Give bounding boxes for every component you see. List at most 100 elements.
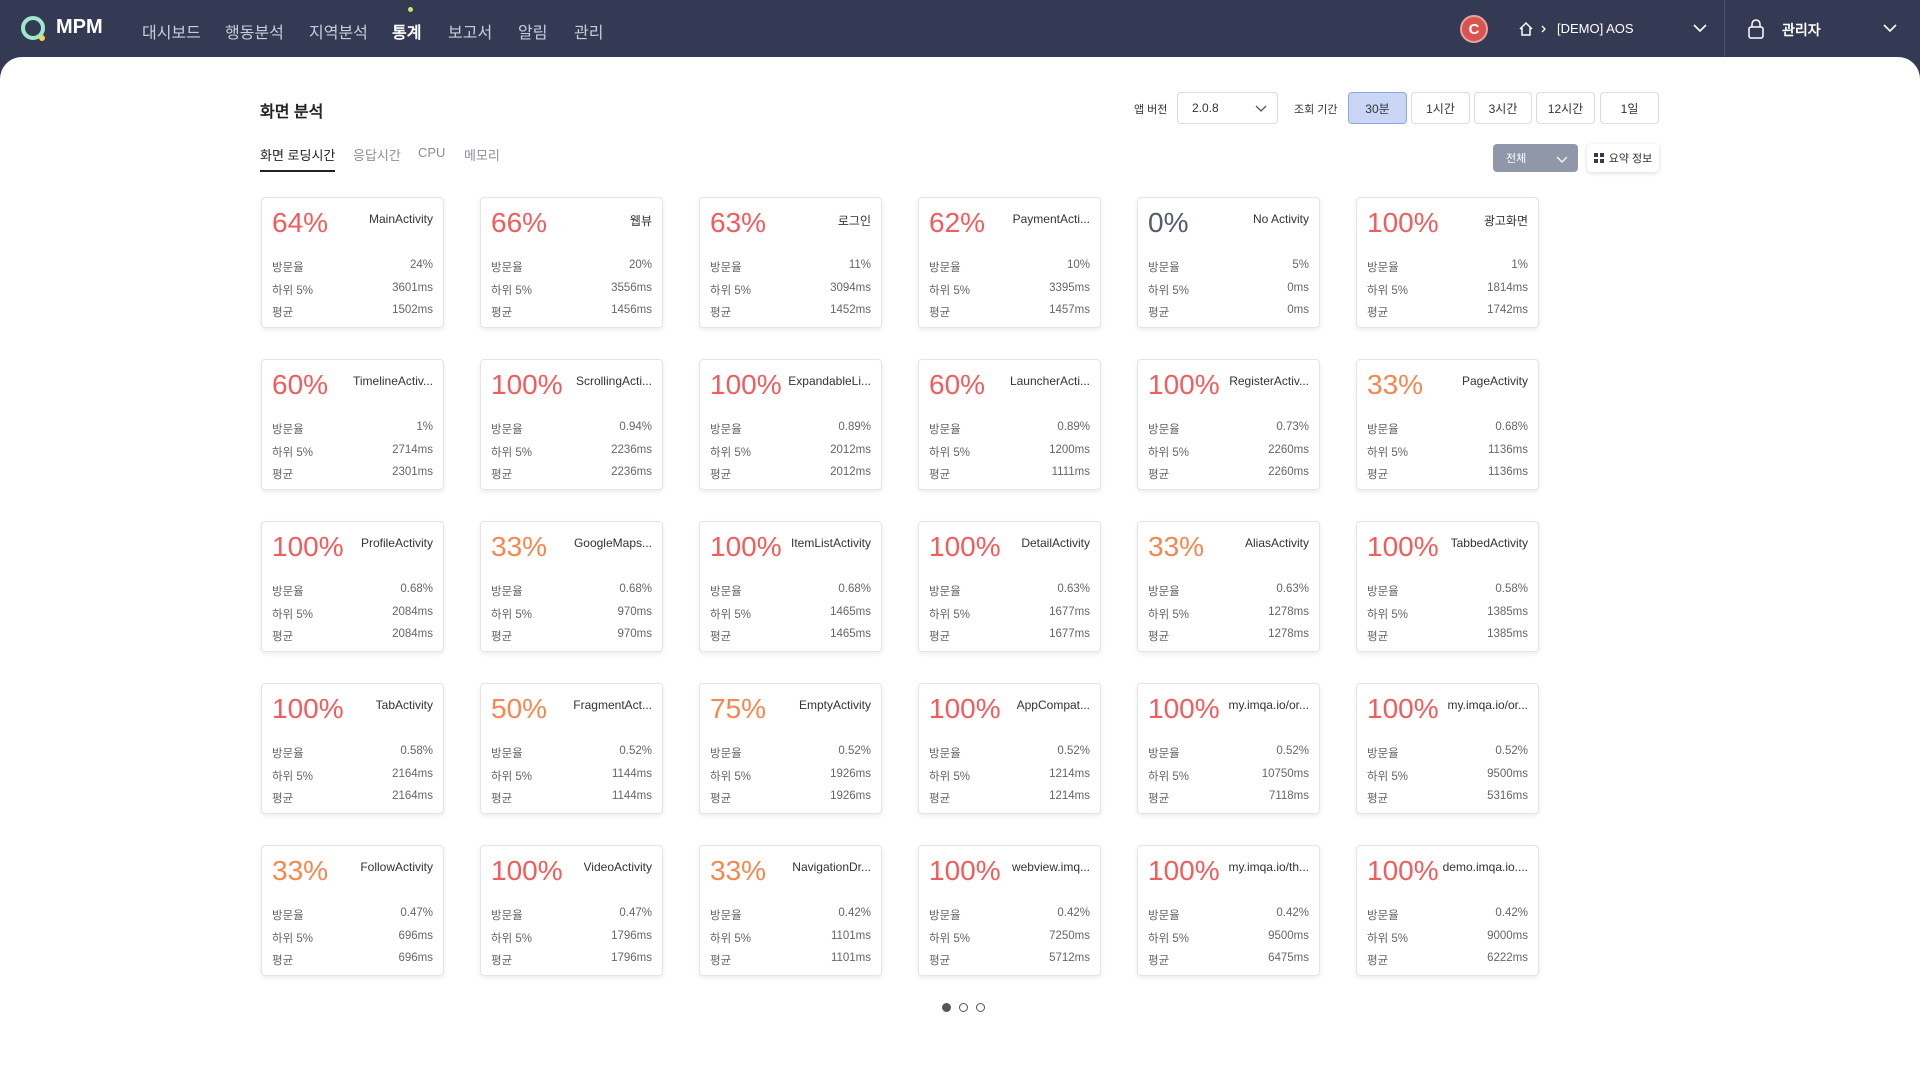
row-value: 2714ms <box>392 443 433 456</box>
screen-card[interactable]: 60% LauncherActi... 방문율 0.89% 하위 5% 1200ms 평균 1… <box>918 359 1101 490</box>
nav-item[interactable]: 관리 <box>574 25 604 42</box>
row-label: 하위 5% <box>710 608 751 621</box>
summary-button[interactable]: 요약 정보 <box>1587 144 1659 172</box>
project[interactable]: [DEMO] AOS <box>1557 21 1634 36</box>
screen-card[interactable]: 100% my.imqa.io/or... 방문율 0.52% 하위 5% 10750ms… <box>1137 683 1320 814</box>
logo[interactable]: MPM <box>56 16 103 38</box>
screen-card[interactable]: 62% PaymentActi... 방문율 10% 하위 5% 3395ms 평균 1457… <box>918 197 1101 328</box>
period-button[interactable]: 3시간 <box>1474 92 1532 124</box>
row-value: 0.68% <box>1495 421 1528 433</box>
row-label: 평균 <box>272 631 294 643</box>
row-label: 방문율 <box>272 748 304 760</box>
nav-item[interactable]: 지역분석 <box>309 25 368 42</box>
page-dot[interactable] <box>959 1003 968 1012</box>
screen-name: TabActivity <box>375 698 433 712</box>
row-value: 1136ms <box>1487 443 1528 456</box>
period-button[interactable]: 1시간 <box>1411 92 1470 124</box>
nav-item[interactable]: 행동분석 <box>225 25 284 42</box>
screen-card[interactable]: 50% FragmentAct... 방문율 0.52% 하위 5% 1144ms 평균 11… <box>480 683 663 814</box>
screen-card[interactable]: 100% VideoActivity 방문율 0.47% 하위 5% 1796ms 평균 17… <box>480 845 663 976</box>
row-value: 1742ms <box>1487 304 1528 316</box>
screen-name: GoogleMaps... <box>573 536 652 550</box>
row-label: 평균 <box>491 469 513 481</box>
row-label: 방문율 <box>1148 424 1180 436</box>
row-value: 0.42% <box>1495 907 1528 919</box>
screen-card[interactable]: 100% my.imqa.io/or... 방문율 0.52% 하위 5% 9500ms 평… <box>1356 683 1539 814</box>
row-label: 평균 <box>1148 307 1170 319</box>
row-value: 0.68% <box>838 583 871 595</box>
load-percent: 33% <box>1148 531 1205 562</box>
row-value: 2084ms <box>392 628 433 640</box>
tab[interactable]: 응답시간 <box>353 148 401 163</box>
row-label: 방문율 <box>929 586 961 598</box>
period-button[interactable]: 30분 <box>1348 92 1407 124</box>
screen-card[interactable]: 33% AliasActivity 방문율 0.63% 하위 5% 1278ms 평균 127… <box>1137 521 1320 652</box>
screen-card[interactable]: 100% ItemListActivity 방문율 0.68% 하위 5% 1465ms 평… <box>699 521 882 652</box>
row-label: 방문율 <box>929 262 961 274</box>
row-value: 1926ms <box>830 790 871 802</box>
screen-card[interactable]: 75% EmptyActivity 방문율 0.52% 하위 5% 1926ms 평균 192… <box>699 683 882 814</box>
row-value: 1457ms <box>1049 304 1090 316</box>
row-label: 방문율 <box>1148 910 1180 922</box>
screen-card[interactable]: 33% PageActivity 방문율 0.68% 하위 5% 1136ms 평균 1136… <box>1356 359 1539 490</box>
page-dot[interactable] <box>942 1003 951 1012</box>
filter-select[interactable]: 전체 <box>1493 144 1578 172</box>
screen-card[interactable]: 60% TimelineActiv... 방문율 1% 하위 5% 2714ms 평균 230… <box>261 359 444 490</box>
screen-card[interactable]: 33% GoogleMaps... 방문율 0.68% 하위 5% 970ms 평균 970m… <box>480 521 663 652</box>
filter: 전체 <box>1506 153 1527 165</box>
row-value: 2301ms <box>392 466 433 478</box>
screen-card[interactable]: 33% FollowActivity 방문율 0.47% 하위 5% 696ms 평균 696… <box>261 845 444 976</box>
row-value: 1136ms <box>1487 466 1528 478</box>
row-value: 5712ms <box>1049 952 1090 964</box>
row-value: 1385ms <box>1487 605 1528 618</box>
screen-card[interactable]: 64% MainActivity 방문율 24% 하위 5% 3601ms 평균 1502ms <box>261 197 444 328</box>
nav-item[interactable]: 통계 <box>392 25 422 42</box>
screen-card[interactable]: 100% my.imqa.io/th... 방문율 0.42% 하위 5% 9500ms 평… <box>1137 845 1320 976</box>
screen-card[interactable]: 0% No Activity 방문율 5% 하위 5% 0ms 평균 0ms <box>1137 197 1320 328</box>
screen-card[interactable]: 33% NavigationDr... 방문율 0.42% 하위 5% 1101ms 평균 1… <box>699 845 882 976</box>
user[interactable]: 관리자 <box>1782 22 1821 38</box>
nav-item[interactable]: 대시보드 <box>142 25 201 42</box>
screen-card[interactable]: 100% ScrollingActi... 방문율 0.94% 하위 5% 2236ms 평… <box>480 359 663 490</box>
chevron[interactable] <box>1882 22 1898 34</box>
row-value: 1278ms <box>1268 605 1309 618</box>
tab[interactable]: CPU <box>418 145 446 160</box>
row-label: 하위 5% <box>1148 446 1189 459</box>
row-label: 하위 5% <box>710 932 751 945</box>
page-dot[interactable] <box>976 1003 985 1012</box>
row-value: 970ms <box>617 628 652 640</box>
screen-card[interactable]: 100% DetailActivity 방문율 0.63% 하위 5% 1677ms 평균 1… <box>918 521 1101 652</box>
nav-item[interactable]: 알림 <box>518 25 548 42</box>
screen-card[interactable]: 66% 웹뷰 방문율 20% 하위 5% 3556ms 평균 1456ms <box>480 197 663 328</box>
load-percent: 60% <box>929 369 986 400</box>
screen-card[interactable]: 100% ExpandableLi... 방문율 0.89% 하위 5% 2012ms 평균… <box>699 359 882 490</box>
screen-card[interactable]: 100% AppCompat... 방문율 0.52% 하위 5% 1214ms 평균 121… <box>918 683 1101 814</box>
version-select[interactable]: 2.0.8 <box>1177 92 1278 124</box>
screen-card[interactable]: 100% RegisterActiv... 방문율 0.73% 하위 5% 2260ms 평… <box>1137 359 1320 490</box>
screen-card[interactable]: 100% TabbedActivity 방문율 0.58% 하위 5% 1385ms 평균 1… <box>1356 521 1539 652</box>
screen-card[interactable]: 100% 광고화면 방문율 1% 하위 5% 1814ms 평균 1742ms <box>1356 197 1539 328</box>
chevron <box>1255 105 1267 112</box>
chevron[interactable] <box>1692 22 1708 34</box>
avatar[interactable]: C <box>1460 15 1488 43</box>
nav-item[interactable]: 보고서 <box>448 25 493 42</box>
screen-card[interactable]: 100% demo.imqa.io.... 방문율 0.42% 하위 5% 9000ms 평… <box>1356 845 1539 976</box>
screen-card[interactable]: 100% webview.imq... 방문율 0.42% 하위 5% 7250ms 평균 5… <box>918 845 1101 976</box>
row-label: 평균 <box>929 955 951 967</box>
load-percent: 63% <box>710 207 767 238</box>
row-value: 1926ms <box>830 767 871 780</box>
period-button[interactable]: 12시간 <box>1536 92 1595 124</box>
tab[interactable]: 화면 로딩시간 <box>260 145 336 172</box>
period-button[interactable]: 1일 <box>1600 92 1659 124</box>
row-value: 0.58% <box>1495 583 1528 595</box>
row-label: 평균 <box>710 469 732 481</box>
row-value: 0ms <box>1287 304 1309 316</box>
load-percent: 100% <box>929 693 1001 724</box>
row-value: 1144ms <box>611 767 652 780</box>
screen-card[interactable]: 100% ProfileActivity 방문율 0.68% 하위 5% 2084ms 평균… <box>261 521 444 652</box>
screen-card[interactable]: 100% TabActivity 방문율 0.58% 하위 5% 2164ms 평균 2164… <box>261 683 444 814</box>
screen-card[interactable]: 63% 로그인 방문율 11% 하위 5% 3094ms 평균 1452ms <box>699 197 882 328</box>
row-value: 2236ms <box>611 443 652 456</box>
row-value: 0.42% <box>838 907 871 919</box>
tab[interactable]: 메모리 <box>464 148 500 163</box>
